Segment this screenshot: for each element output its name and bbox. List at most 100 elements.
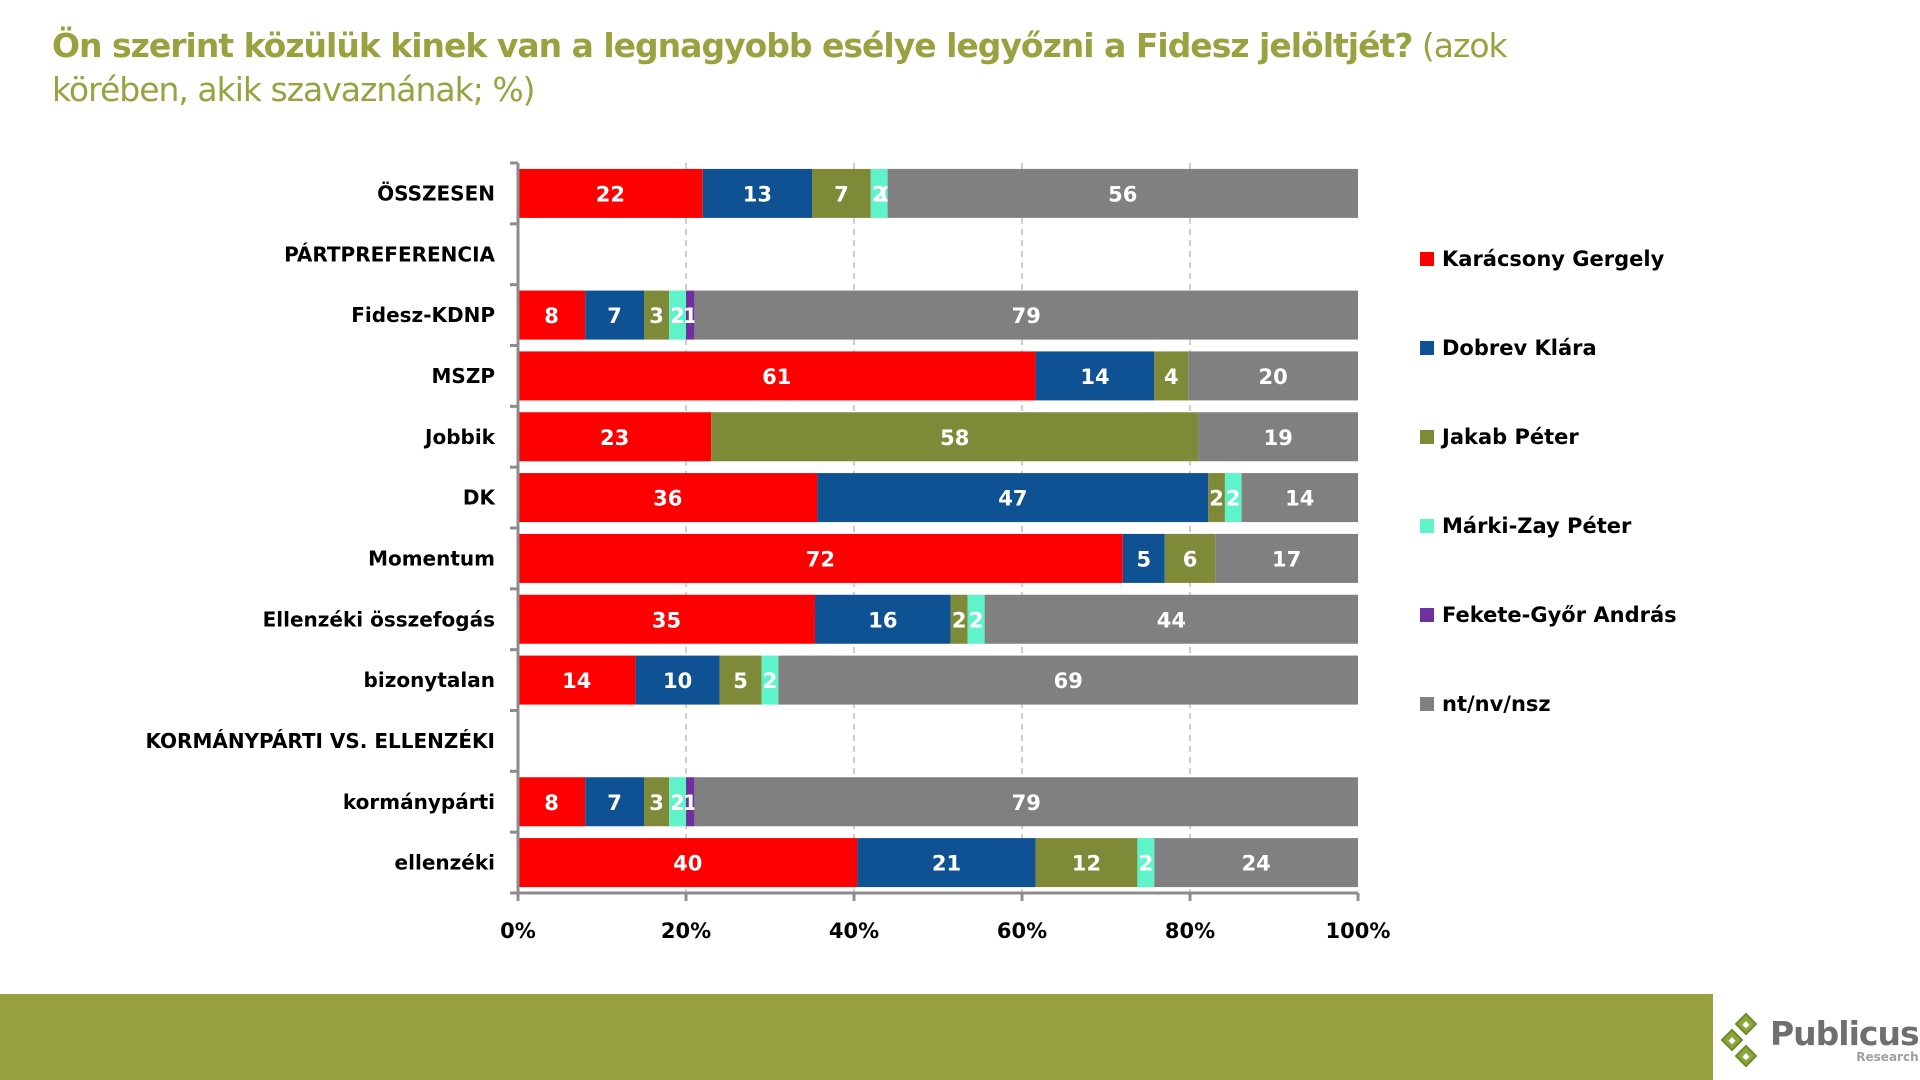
data-label: 22 bbox=[596, 182, 625, 206]
bar-row: 40 21 12 2 24 bbox=[518, 838, 1358, 888]
bar-segment bbox=[686, 290, 695, 340]
category-label: PÁRTPREFERENCIA bbox=[284, 242, 495, 266]
bar-segment bbox=[1241, 473, 1358, 523]
data-label: 12 bbox=[1072, 852, 1101, 876]
category-label: Ellenzéki összefogás bbox=[263, 607, 495, 631]
data-label: 14 bbox=[562, 669, 591, 693]
data-label: 40 bbox=[673, 852, 702, 876]
bar-segment bbox=[887, 168, 1358, 218]
legend-label: Fekete-Győr András bbox=[1442, 602, 1677, 627]
bar-segment bbox=[1137, 838, 1155, 888]
data-label: 79 bbox=[1012, 791, 1041, 815]
bar-segment bbox=[518, 412, 712, 462]
bar-segment bbox=[694, 290, 1358, 340]
legend-label: Márki-Zay Péter bbox=[1442, 513, 1632, 538]
bar-segment bbox=[1208, 473, 1225, 523]
bar-segment bbox=[967, 594, 985, 644]
bar-segment bbox=[1224, 473, 1242, 523]
publicus-logo: Publicus Research bbox=[1720, 1005, 1920, 1075]
bar-segment bbox=[518, 473, 818, 523]
bar-segment bbox=[812, 168, 871, 218]
bar-segment bbox=[694, 777, 1358, 827]
x-tick-label: 20% bbox=[661, 919, 711, 943]
footer-band bbox=[0, 994, 1713, 1080]
bar-segment bbox=[719, 655, 762, 705]
legend-item: Márki-Zay Péter bbox=[1420, 481, 1677, 570]
bar-row: 61 14 4 20 bbox=[518, 351, 1358, 401]
x-tick-label: 100% bbox=[1326, 919, 1391, 943]
data-label: 23 bbox=[600, 426, 629, 450]
data-label: 47 bbox=[998, 487, 1027, 511]
legend-swatch-icon bbox=[1420, 429, 1434, 444]
chart-title-note: (azok körében, akik szavaznának; %) bbox=[52, 26, 1508, 109]
data-label: 79 bbox=[1012, 304, 1041, 328]
data-label: 61 bbox=[762, 365, 791, 389]
logo-subtitle: Research bbox=[1856, 1050, 1919, 1064]
bar-row: 36 47 2 2 14 bbox=[518, 473, 1358, 523]
legend-swatch-icon bbox=[1420, 340, 1434, 355]
bar-segment bbox=[1122, 533, 1165, 583]
bar-segment bbox=[644, 290, 670, 340]
category-label: ÖSSZESEN bbox=[377, 181, 495, 205]
legend-swatch-icon bbox=[1420, 696, 1434, 711]
chart-title: Ön szerint közülük kinek van a legnagyob… bbox=[52, 24, 1612, 112]
legend-item: Dobrev Klára bbox=[1420, 303, 1677, 392]
data-label: 16 bbox=[868, 608, 897, 632]
data-label: 2 bbox=[670, 791, 685, 815]
bar-segment bbox=[870, 168, 888, 218]
bar-segment bbox=[518, 655, 636, 705]
bar-segment bbox=[635, 655, 720, 705]
data-label: 2 bbox=[670, 304, 685, 328]
legend-swatch-icon bbox=[1420, 607, 1434, 622]
legend-item: Karácsony Gergely bbox=[1420, 214, 1677, 303]
bar-segment bbox=[1035, 351, 1155, 401]
bar-segment bbox=[686, 777, 695, 827]
category-label: Fidesz-KDNP bbox=[351, 303, 495, 327]
bar-segment bbox=[1035, 838, 1138, 888]
bar-segment bbox=[702, 168, 812, 218]
data-label: 7 bbox=[607, 791, 622, 815]
bar-segment bbox=[518, 594, 815, 644]
data-label: 2 bbox=[1139, 852, 1154, 876]
data-label: 5 bbox=[1136, 547, 1151, 571]
bar-segment bbox=[1164, 533, 1216, 583]
data-label: 7 bbox=[607, 304, 622, 328]
chart-title-question: Ön szerint közülük kinek van a legnagyob… bbox=[52, 26, 1413, 65]
axes bbox=[510, 161, 1360, 901]
category-label: ellenzéki bbox=[395, 851, 495, 875]
data-label: 36 bbox=[653, 487, 682, 511]
data-label: 3 bbox=[649, 791, 664, 815]
x-tick-labels: 0% 20% 40% 60% 80% 100% bbox=[500, 919, 1390, 943]
bar-row: 221372056 bbox=[518, 168, 1358, 218]
bar-segment bbox=[669, 777, 686, 827]
data-label: 58 bbox=[940, 426, 969, 450]
bar-segment bbox=[984, 594, 1358, 644]
bar-segment bbox=[1188, 351, 1358, 401]
bars: 2213720568732179611442023581936472214725… bbox=[518, 168, 1358, 888]
bar-segment bbox=[814, 594, 951, 644]
data-label: 1 bbox=[683, 791, 698, 815]
x-tick-label: 80% bbox=[1165, 919, 1215, 943]
grid-lines bbox=[685, 163, 1191, 893]
data-label: 5 bbox=[733, 669, 748, 693]
x-tick-label: 60% bbox=[997, 919, 1047, 943]
bar-segment bbox=[585, 777, 644, 827]
data-label: 44 bbox=[1157, 608, 1186, 632]
bar-segment bbox=[518, 351, 1036, 401]
legend-swatch-icon bbox=[1420, 518, 1434, 533]
data-label: 20 bbox=[1259, 365, 1288, 389]
bar-segment bbox=[518, 168, 703, 218]
legend-label: Jakab Péter bbox=[1442, 424, 1579, 449]
bar-segment bbox=[1215, 533, 1358, 583]
data-label: 3 bbox=[649, 304, 664, 328]
x-tick-label: 0% bbox=[500, 919, 536, 943]
data-label: 8 bbox=[544, 791, 559, 815]
bar-segment bbox=[857, 838, 1036, 888]
category-label: bizonytalan bbox=[364, 668, 495, 692]
bar-segment bbox=[518, 533, 1123, 583]
logo-diamonds-icon bbox=[1720, 1010, 1766, 1070]
stacked-bar-chart: 2213720568732179611442023581936472214725… bbox=[145, 161, 1390, 943]
bar-segment bbox=[950, 594, 968, 644]
bar-row: 14 10 5 2 69 bbox=[518, 655, 1358, 705]
bar-segment bbox=[1154, 838, 1358, 888]
